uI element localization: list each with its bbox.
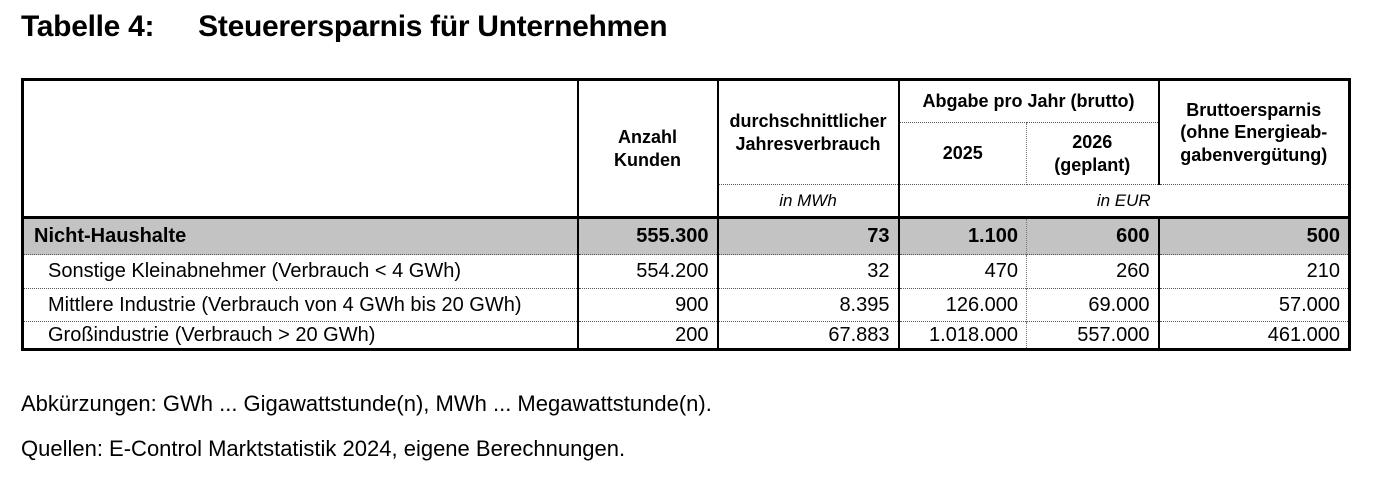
anzahl-kunden-cell: 900 bbox=[577, 288, 719, 322]
column-header-anzahl-kunden: Anzahl Kunden bbox=[577, 79, 719, 218]
abgabe-2025-cell: 1.100 bbox=[898, 216, 1027, 255]
jahresverbrauch-cell: 67.883 bbox=[717, 321, 900, 350]
table-row-nicht-haushalte: Nicht-Haushalte 555.300 73 1.100 600 500 bbox=[22, 216, 1350, 255]
column-header-2025: 2025 bbox=[898, 122, 1027, 185]
abgabe-2025-cell: 470 bbox=[898, 254, 1027, 289]
header-row-units: in MWh in EUR bbox=[23, 184, 1350, 218]
abgabe-2026-cell: 557.000 bbox=[1026, 321, 1160, 350]
bruttoersparnis-cell: 210 bbox=[1158, 254, 1350, 289]
row-label-cell: Sonstige Kleinabnehmer (Verbrauch < 4 GW… bbox=[22, 254, 579, 289]
caption-number: Tabelle 4: bbox=[21, 10, 155, 43]
bruttoersparnis-cell: 57.000 bbox=[1158, 288, 1350, 322]
table-row-kleinabnehmer: Sonstige Kleinabnehmer (Verbrauch < 4 GW… bbox=[22, 254, 1350, 289]
jahresverbrauch-cell: 8.395 bbox=[717, 288, 900, 322]
row-label-cell: Mittlere Industrie (Verbrauch von 4 GWh … bbox=[22, 288, 579, 322]
row-label-cell: Nicht-Haushalte bbox=[22, 216, 579, 255]
column-header-2026: 2026 (geplant) bbox=[1026, 122, 1160, 185]
header-row-years: 2025 2026 (geplant) bbox=[23, 122, 1350, 185]
table-row-mittlere-industrie: Mittlere Industrie (Verbrauch von 4 GWh … bbox=[22, 288, 1350, 322]
table-row-grossindustrie: Großindustrie (Verbrauch > 20 GWh) 200 6… bbox=[22, 321, 1350, 350]
tax-savings-table: Anzahl Kunden durchschnittlicher Jahresv… bbox=[21, 78, 1351, 351]
table-caption: Tabelle 4: Steuerersparnis für Unternehm… bbox=[21, 10, 1384, 44]
abgabe-2026-cell: 600 bbox=[1026, 216, 1160, 255]
jahresverbrauch-cell: 73 bbox=[717, 216, 900, 255]
unit-label-mwh: in MWh bbox=[717, 184, 900, 218]
column-group-abgabe-pro-jahr: Abgabe pro Jahr (brutto) bbox=[898, 79, 1160, 123]
anzahl-kunden-cell: 200 bbox=[577, 321, 719, 350]
row-label-cell: Großindustrie (Verbrauch > 20 GWh) bbox=[22, 321, 579, 350]
bruttoersparnis-cell: 500 bbox=[1158, 216, 1350, 255]
jahresverbrauch-cell: 32 bbox=[717, 254, 900, 289]
bruttoersparnis-cell: 461.000 bbox=[1158, 321, 1350, 350]
unit-label-eur: in EUR bbox=[1096, 190, 1151, 210]
header-row-groups: Anzahl Kunden durchschnittlicher Jahresv… bbox=[22, 79, 1350, 218]
abgabe-2025-cell: 126.000 bbox=[898, 288, 1027, 322]
abgabe-2025-cell: 1.018.000 bbox=[898, 321, 1027, 350]
abgabe-2026-cell: 260 bbox=[1026, 254, 1160, 289]
caption-title: Steuerersparnis für Unternehmen bbox=[198, 10, 668, 43]
footnote-abbreviations: Abkürzungen: GWh ... Gigawattstunde(n), … bbox=[21, 391, 712, 416]
column-header-bruttoersparnis: Bruttoersparnis (ohne Energieab- gabenve… bbox=[1158, 79, 1350, 185]
abgabe-2026-cell: 69.000 bbox=[1026, 288, 1160, 322]
anzahl-kunden-cell: 554.200 bbox=[577, 254, 719, 289]
column-header-jahresverbrauch: durchschnittlicher Jahresverbrauch bbox=[717, 79, 900, 185]
row-label-header-empty bbox=[22, 79, 579, 218]
anzahl-kunden-cell: 555.300 bbox=[577, 216, 719, 255]
document-page: Tabelle 4: Steuerersparnis für Unternehm… bbox=[21, 10, 1384, 461]
footnote-sources: Quellen: E-Control Marktstatistik 2024, … bbox=[21, 436, 626, 461]
